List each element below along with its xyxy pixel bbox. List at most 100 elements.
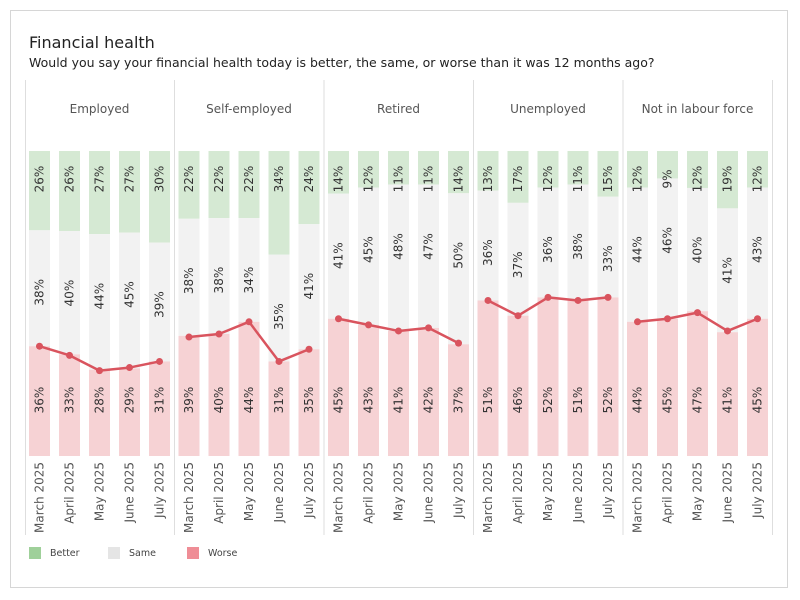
panel-header: Retired xyxy=(377,102,420,116)
data-label-same: 46% xyxy=(661,227,675,254)
bar-segment-same xyxy=(747,187,768,319)
bar-segment-same xyxy=(477,190,499,301)
x-tick-label: July 2025 xyxy=(153,462,167,519)
panel-header: Unemployed xyxy=(510,102,586,116)
bar-segment-worse xyxy=(59,354,80,456)
legend-label-worse: Worse xyxy=(208,547,238,559)
data-label-same: 38% xyxy=(571,233,585,260)
data-label-worse: 35% xyxy=(302,387,316,414)
data-label-same: 48% xyxy=(392,233,406,260)
bar-segment-same xyxy=(388,184,409,331)
data-label-worse: 41% xyxy=(392,387,406,414)
data-label-better: 11% xyxy=(392,166,406,193)
bar-segment-same xyxy=(149,242,170,362)
bar-segment-better xyxy=(208,151,230,219)
legend-swatch-same xyxy=(108,547,120,559)
data-label-better: 13% xyxy=(481,166,495,193)
chart-subtitle: Would you say your financial health toda… xyxy=(29,55,655,70)
x-tick-label: June 2025 xyxy=(272,462,286,524)
bar-segment-same xyxy=(687,187,708,312)
data-label-worse: 41% xyxy=(721,387,735,414)
worse-trend-point xyxy=(156,357,163,365)
worse-trend-point xyxy=(126,364,133,372)
data-label-worse: 42% xyxy=(422,387,436,414)
data-label-better: 17% xyxy=(511,166,525,193)
bar-segment-same xyxy=(328,193,349,319)
chart-title: Financial health xyxy=(29,33,155,52)
worse-trend-point xyxy=(395,327,402,335)
data-label-worse: 28% xyxy=(93,387,107,414)
x-tick-label: March 2025 xyxy=(332,462,346,533)
data-label-same: 45% xyxy=(123,281,137,308)
bar-segment-same xyxy=(178,218,200,336)
data-label-worse: 44% xyxy=(242,387,256,414)
panel-header: Not in labour force xyxy=(642,102,754,116)
bar-segment-same xyxy=(418,184,439,328)
bar-segment-better xyxy=(477,151,499,191)
bar-segment-better xyxy=(717,151,738,209)
data-label-same: 38% xyxy=(212,267,226,294)
bar-segment-same xyxy=(627,187,648,322)
bar-segment-same xyxy=(89,234,110,370)
worse-trend-point xyxy=(365,321,372,329)
bar-segment-better xyxy=(238,151,260,219)
bar-segment-worse xyxy=(388,330,409,456)
bar-segment-worse xyxy=(567,300,589,456)
bar-segment-worse xyxy=(358,324,379,456)
bar-segment-better xyxy=(298,151,320,225)
data-label-better: 12% xyxy=(631,166,645,193)
x-tick-label: March 2025 xyxy=(33,462,47,533)
worse-trend-point xyxy=(66,351,73,359)
data-label-better: 11% xyxy=(422,166,436,193)
data-label-better: 12% xyxy=(541,166,555,193)
legend-item-better[interactable]: Better xyxy=(29,547,80,559)
x-tick-label: July 2025 xyxy=(452,462,466,519)
worse-trend-point xyxy=(484,296,492,304)
x-tick-label: March 2025 xyxy=(631,462,645,533)
data-label-same: 38% xyxy=(33,279,47,306)
data-label-same: 38% xyxy=(182,267,196,294)
data-label-worse: 45% xyxy=(332,387,346,414)
x-tick-label: March 2025 xyxy=(481,462,495,533)
data-label-same: 35% xyxy=(272,303,286,330)
bar-segment-worse xyxy=(268,361,290,456)
bar-segment-same xyxy=(238,218,260,322)
panel-header: Employed xyxy=(70,102,130,116)
x-tick-label: May 2025 xyxy=(93,462,107,521)
x-tick-label: May 2025 xyxy=(242,462,256,521)
bar-segment-same xyxy=(597,196,619,298)
x-tick-label: April 2025 xyxy=(362,462,376,524)
legend-item-same[interactable]: Same xyxy=(108,547,156,559)
bar-segment-better xyxy=(747,151,768,188)
legend-item-worse[interactable]: Worse xyxy=(187,547,237,559)
data-label-better: 15% xyxy=(601,166,615,193)
data-label-same: 45% xyxy=(362,236,376,263)
bar-segment-same xyxy=(29,230,50,347)
data-label-better: 24% xyxy=(302,166,316,193)
data-label-same: 37% xyxy=(511,252,525,279)
bar-segment-worse xyxy=(448,344,469,456)
bar-segment-same xyxy=(208,218,230,334)
legend-swatch-worse xyxy=(187,547,199,559)
data-label-same: 44% xyxy=(93,283,107,310)
bar-segment-same xyxy=(537,187,559,298)
data-label-worse: 51% xyxy=(481,387,495,414)
data-label-better: 22% xyxy=(242,166,256,193)
bar-segment-worse xyxy=(328,318,349,456)
bar-segment-worse xyxy=(717,332,738,456)
worse-trend-point xyxy=(544,293,552,301)
legend: Better Same Worse xyxy=(0,547,800,563)
bar-segment-better xyxy=(507,151,529,203)
bar-segment-worse xyxy=(119,368,140,456)
bar-segment-worse xyxy=(208,334,230,456)
worse-trend-point xyxy=(245,318,253,326)
bar-segment-better xyxy=(418,151,439,185)
x-tick-label: March 2025 xyxy=(182,462,196,533)
data-label-worse: 31% xyxy=(272,387,286,414)
data-label-better: 19% xyxy=(721,166,735,193)
data-label-same: 34% xyxy=(242,267,256,294)
bar-segment-better xyxy=(627,151,648,188)
bar-segment-better xyxy=(687,151,708,188)
bar-segment-worse xyxy=(89,369,110,456)
worse-trend-point xyxy=(335,315,342,323)
